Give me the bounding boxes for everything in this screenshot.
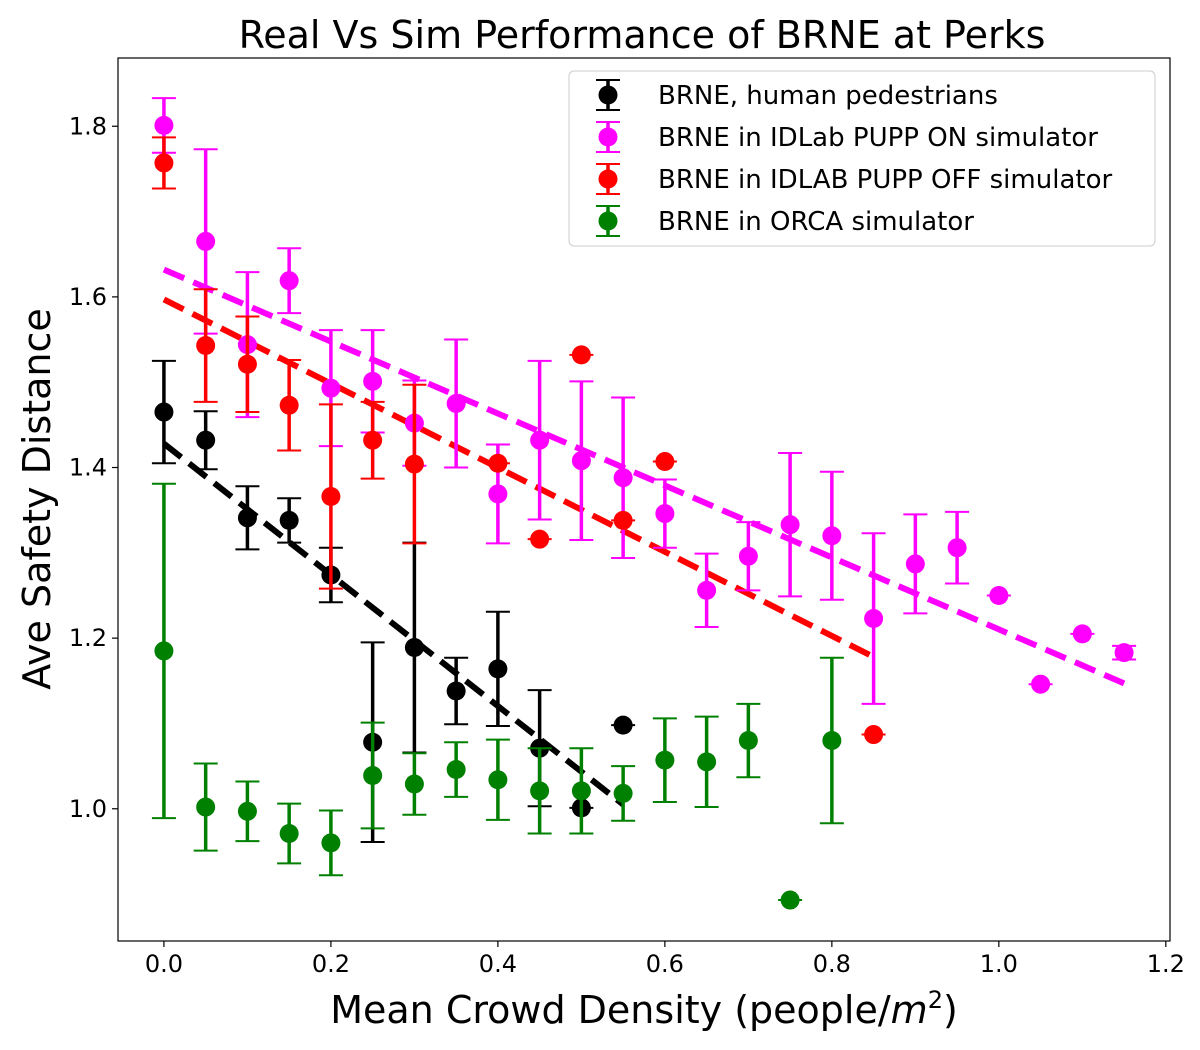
data-point bbox=[655, 504, 675, 524]
plot-frame bbox=[117, 57, 1171, 942]
data-point bbox=[196, 336, 216, 356]
trend-lines bbox=[162, 266, 1126, 807]
data-point bbox=[655, 750, 675, 770]
x-tick-label: 0.8 bbox=[813, 950, 851, 978]
data-point bbox=[279, 824, 299, 844]
data-point bbox=[613, 468, 633, 488]
data-point bbox=[864, 609, 884, 629]
data-point bbox=[738, 731, 758, 751]
data-point bbox=[488, 659, 508, 679]
series-layer bbox=[151, 97, 1137, 910]
data-point bbox=[697, 580, 717, 600]
data-point bbox=[446, 394, 466, 414]
data-point bbox=[530, 430, 550, 450]
data-point bbox=[488, 484, 508, 504]
data-point bbox=[154, 153, 174, 173]
series bbox=[151, 136, 886, 745]
data-point bbox=[822, 526, 842, 546]
x-axis: 0.0 0.2 0.4 0.6 0.8 1.0 1.2 bbox=[145, 941, 1185, 978]
data-point bbox=[363, 371, 383, 391]
y-tick-label: 1.2 bbox=[69, 624, 107, 652]
data-point bbox=[530, 781, 550, 801]
y-tick-label: 1.4 bbox=[69, 454, 107, 482]
data-point bbox=[446, 681, 466, 701]
data-point bbox=[530, 529, 550, 549]
trend-line bbox=[162, 296, 875, 660]
x-tick-label: 1.2 bbox=[1147, 950, 1185, 978]
legend-frame bbox=[568, 70, 1156, 247]
data-point bbox=[196, 430, 216, 450]
data-point bbox=[404, 638, 424, 658]
data-point bbox=[154, 402, 174, 422]
data-point bbox=[237, 354, 257, 374]
data-point bbox=[655, 452, 675, 472]
legend-label: BRNE in IDLAB PUPP OFF simulator bbox=[658, 165, 1112, 195]
legend: BRNE, human pedestrians BRNE in IDLab PUP… bbox=[568, 70, 1156, 247]
x-axis-label: Mean Crowd Density (people/m2) bbox=[330, 986, 958, 1032]
data-point bbox=[154, 641, 174, 661]
data-point bbox=[279, 395, 299, 415]
data-point bbox=[613, 783, 633, 803]
legend-label: BRNE in ORCA simulator bbox=[658, 207, 974, 237]
data-point bbox=[363, 430, 383, 450]
plot-area: 0.0 0.2 0.4 0.6 0.8 1.0 1.2 1.0 1.2 1.4 1.6 1.8 bbox=[69, 57, 1185, 978]
series bbox=[151, 482, 844, 910]
legend-label: BRNE, human pedestrians bbox=[658, 81, 998, 111]
data-point bbox=[697, 752, 717, 772]
data-point bbox=[738, 546, 758, 566]
x-tick-label: 1.0 bbox=[980, 950, 1018, 978]
data-point bbox=[1072, 624, 1092, 644]
data-point bbox=[571, 451, 591, 471]
data-point bbox=[321, 833, 341, 853]
data-point bbox=[613, 510, 633, 530]
x-tick-label: 0.0 bbox=[145, 950, 183, 978]
data-point bbox=[1114, 643, 1134, 663]
data-point bbox=[279, 510, 299, 530]
x-tick-label: 0.4 bbox=[479, 950, 517, 978]
data-point bbox=[404, 454, 424, 474]
chart-title: Real Vs Sim Performance of BRNE at Perks bbox=[239, 13, 1046, 57]
data-point bbox=[989, 585, 1009, 605]
y-axis-label: Ave Safety Distance bbox=[15, 308, 59, 690]
legend-marker bbox=[598, 127, 618, 147]
data-point bbox=[279, 271, 299, 291]
data-point bbox=[237, 508, 257, 528]
data-point bbox=[196, 231, 216, 251]
legend-label: BRNE in IDLab PUPP ON simulator bbox=[658, 123, 1098, 153]
data-point bbox=[613, 715, 633, 735]
series bbox=[151, 359, 636, 844]
data-point bbox=[488, 770, 508, 790]
y-tick-label: 1.8 bbox=[69, 112, 107, 140]
data-point bbox=[488, 453, 508, 473]
data-point bbox=[446, 760, 466, 780]
y-axis: 1.0 1.2 1.4 1.6 1.8 bbox=[69, 112, 118, 823]
data-point bbox=[571, 345, 591, 365]
data-point bbox=[947, 538, 967, 558]
trend-line bbox=[162, 266, 1126, 687]
y-tick-label: 1.6 bbox=[69, 283, 107, 311]
data-point bbox=[237, 801, 257, 821]
x-tick-label: 0.6 bbox=[646, 950, 684, 978]
data-point bbox=[321, 487, 341, 507]
data-point bbox=[321, 378, 341, 398]
data-point bbox=[905, 554, 925, 574]
x-tick-label: 0.2 bbox=[312, 950, 350, 978]
y-tick-label: 1.0 bbox=[69, 795, 107, 823]
data-point bbox=[780, 515, 800, 535]
data-point bbox=[571, 781, 591, 801]
data-point bbox=[196, 797, 216, 817]
data-point bbox=[864, 725, 884, 745]
legend-marker bbox=[598, 169, 618, 189]
data-point bbox=[780, 890, 800, 910]
data-point bbox=[154, 115, 174, 135]
data-point bbox=[822, 731, 842, 751]
data-point bbox=[1031, 674, 1051, 694]
legend-marker bbox=[598, 85, 618, 105]
data-point bbox=[363, 765, 383, 785]
legend-marker bbox=[598, 211, 618, 231]
data-point bbox=[404, 774, 424, 794]
